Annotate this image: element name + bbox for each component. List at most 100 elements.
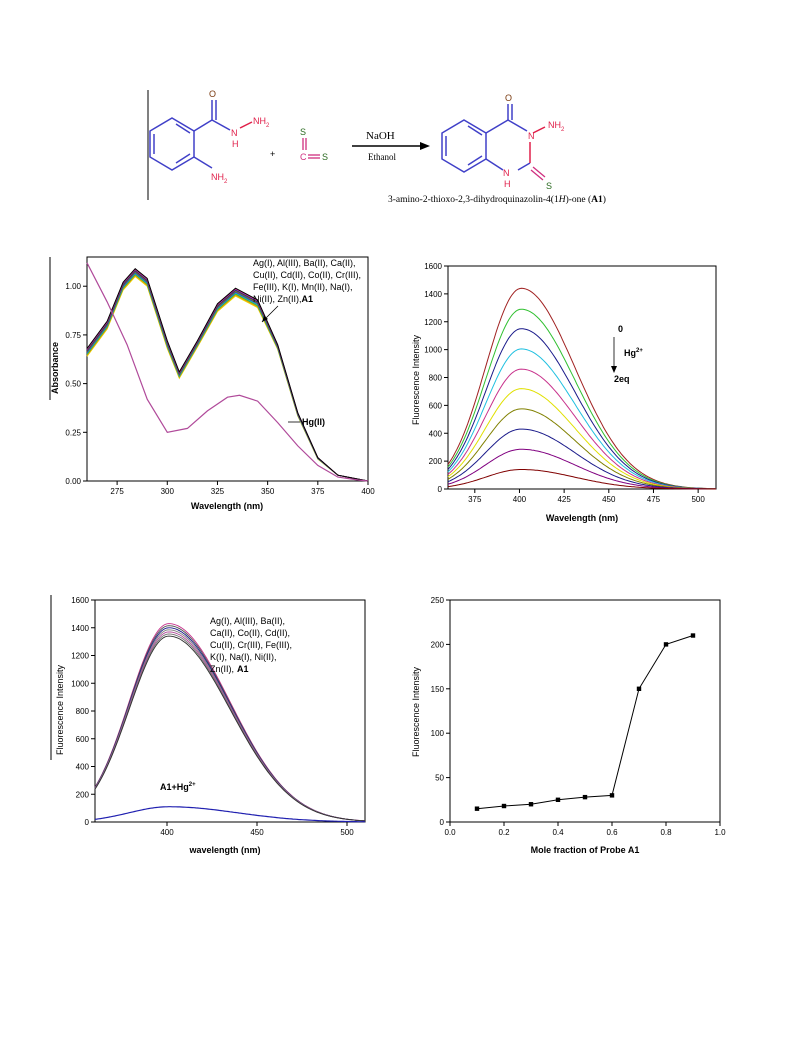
chart2-xtick-label: 425 <box>557 495 571 504</box>
chart1-ytick-label: 0.25 <box>65 428 81 437</box>
chart1-xtick-label: 400 <box>361 487 375 496</box>
fluorescence-selectivity-chart: 400 450 500 0 200 400 600 800 1000 1200 1400 1600 A… <box>50 595 366 855</box>
job-plot-point <box>690 633 696 638</box>
selectivity-series-line <box>94 633 366 822</box>
chart4-xtick-label: 0.0 <box>444 828 456 837</box>
titration-series-line <box>447 408 716 490</box>
chart4-ytick-label: 200 <box>431 640 445 649</box>
absorbance-chart: 275 300 325 350 375 400 0.00 0.25 0.50 0.75 1.00 A… <box>49 256 375 511</box>
chart2-xlabel: Wavelength (nm) <box>546 513 618 523</box>
chart3-ytick-label: 1600 <box>71 596 89 605</box>
chart1-ticks: 275 300 325 350 375 400 0.00 0.25 0.50 0.75 1.00 <box>65 282 375 496</box>
reactant-nitrogen-label: N <box>231 128 238 138</box>
job-plot-point <box>501 803 507 809</box>
absorbance-series-line <box>86 273 369 482</box>
chart4-ylabel: Fluorescence Intensity <box>411 666 421 757</box>
chart3-hg-label: A1+Hg2+ <box>160 782 196 792</box>
titration-series-line <box>447 368 716 490</box>
chart2-plot-frame <box>447 265 717 490</box>
reactant-aniline-label: NH2 <box>211 172 228 185</box>
chart4-ytick-label: 250 <box>431 596 445 605</box>
chart2-xtick-label: 400 <box>513 495 527 504</box>
chart3-legend-line-1: Ag(I), Al(III), Ba(II), <box>210 616 285 626</box>
job-plot-line <box>476 635 694 810</box>
cs2-sulfur-right-label: S <box>322 152 328 162</box>
chart1-xtick-label: 375 <box>311 487 325 496</box>
selectivity-series <box>94 623 366 823</box>
absorbance-series-line <box>86 272 369 482</box>
chart4-ytick-label: 0 <box>440 818 445 827</box>
chart2-annotation-start: 0 <box>618 324 623 334</box>
titration-series-line <box>447 388 717 490</box>
chart1-legend-line-1: Ag(I), Al(III), Ba(II), Ca(II), <box>253 258 356 268</box>
titration-series-line <box>447 328 716 490</box>
reactant-amine-label: NH2 <box>253 116 270 129</box>
chart1-legend-line-2: Cu(II), Cd(II), Co(II), Cr(III), <box>253 270 361 280</box>
hg-series-line <box>86 262 369 482</box>
chart1-ytick-label: 0.00 <box>65 477 81 486</box>
chart3-ytick-label: 1200 <box>71 652 89 661</box>
reagent-ethanol: Ethanol <box>368 152 396 162</box>
chart3-legend-line-4: K(I), Na(I), Ni(II), <box>210 652 277 662</box>
reagent-naoh: NaOH <box>366 130 395 142</box>
product-nitrogen-label: N <box>528 131 535 141</box>
reactant-hydrogen-label: H <box>232 139 239 149</box>
chart1-xtick-label: 275 <box>110 487 124 496</box>
job-plot-point <box>555 797 561 802</box>
chart1-ytick-label: 0.75 <box>65 331 81 340</box>
chart1-hg-label: Hg(II) <box>302 417 325 427</box>
chart1-ylabel: Absorbance <box>50 342 60 394</box>
cs2-sulfur-top-label: S <box>300 127 306 137</box>
chart1-ytick-label: 0.50 <box>65 380 81 389</box>
hydrazide-bond <box>239 121 253 129</box>
product-nh-hydrogen-label: H <box>504 179 511 189</box>
chart4-ticks: 0.0 0.2 0.4 0.6 0.8 1.0 0 50 100 150 200 250 <box>431 596 726 837</box>
product-name: 3-amino-2-thioxo-2,3-dihydroquinazolin-4… <box>388 194 606 205</box>
chart4-plot-frame <box>449 599 721 823</box>
chart3-ytick-label: 600 <box>76 735 90 744</box>
chart3-ytick-label: 800 <box>76 707 90 716</box>
chart2-ytick-label: 1200 <box>424 318 442 327</box>
chart1-xtick-label: 300 <box>161 487 175 496</box>
titration-series-line <box>447 448 716 490</box>
reactant-oxygen-label: O <box>209 89 216 99</box>
chart3-ytick-label: 0 <box>85 818 90 827</box>
absorbance-series-line <box>86 274 369 482</box>
chart4-xtick-label: 0.6 <box>606 828 618 837</box>
chart1-legend-pointer-head <box>262 316 268 322</box>
chart2-ticks: 375 400 425 450 475 500 0 200 400 600 800 1000 1200 1… <box>424 262 705 504</box>
product-nh-nitrogen-label: N <box>503 168 510 178</box>
job-plot-point <box>474 806 480 811</box>
titration-series <box>447 287 717 490</box>
chart2-ytick-label: 200 <box>429 457 443 466</box>
titration-series-line <box>447 469 716 490</box>
product-thione-bond-b <box>532 166 546 178</box>
titration-series-line <box>447 428 716 490</box>
chart2-annotation-ion: Hg2+ <box>624 348 643 358</box>
product-sulfur-label: S <box>546 181 552 191</box>
chart4-xtick-label: 1.0 <box>714 828 726 837</box>
chart3-ytick-label: 1000 <box>71 679 89 688</box>
chart3-ytick-label: 400 <box>76 763 90 772</box>
chart4-ytick-label: 50 <box>435 774 444 783</box>
chart2-ylabel: Fluorescence Intensity <box>411 334 421 425</box>
plus-sign: + <box>270 149 275 159</box>
chart3-legend-line-2: Ca(II), Co(II), Cd(II), <box>210 628 290 638</box>
chart2-xtick-label: 500 <box>691 495 705 504</box>
reactant-benzene-ring <box>149 100 231 171</box>
fluorescence-titration-chart: 375 400 425 450 475 500 0 200 400 600 800 1000 1200 1… <box>411 262 717 523</box>
chart1-xtick-label: 350 <box>261 487 275 496</box>
chart4-xtick-label: 0.2 <box>498 828 510 837</box>
chart2-annotation-end: 2eq <box>614 374 630 384</box>
titration-series-line <box>447 308 717 490</box>
job-plot-series <box>474 633 696 811</box>
chart1-xtick-label: 325 <box>211 487 225 496</box>
reaction-arrow-head <box>420 142 430 150</box>
chart1-ytick-label: 1.00 <box>65 282 81 291</box>
chart2-ytick-label: 400 <box>429 429 443 438</box>
chart3-xtick-label: 400 <box>160 828 174 837</box>
chart4-xtick-label: 0.8 <box>660 828 672 837</box>
hg-selectivity-line <box>94 806 366 823</box>
chart3-xtick-label: 450 <box>250 828 264 837</box>
chart3-legend-line-3: Cu(II), Cr(III), Fe(III), <box>210 640 292 650</box>
